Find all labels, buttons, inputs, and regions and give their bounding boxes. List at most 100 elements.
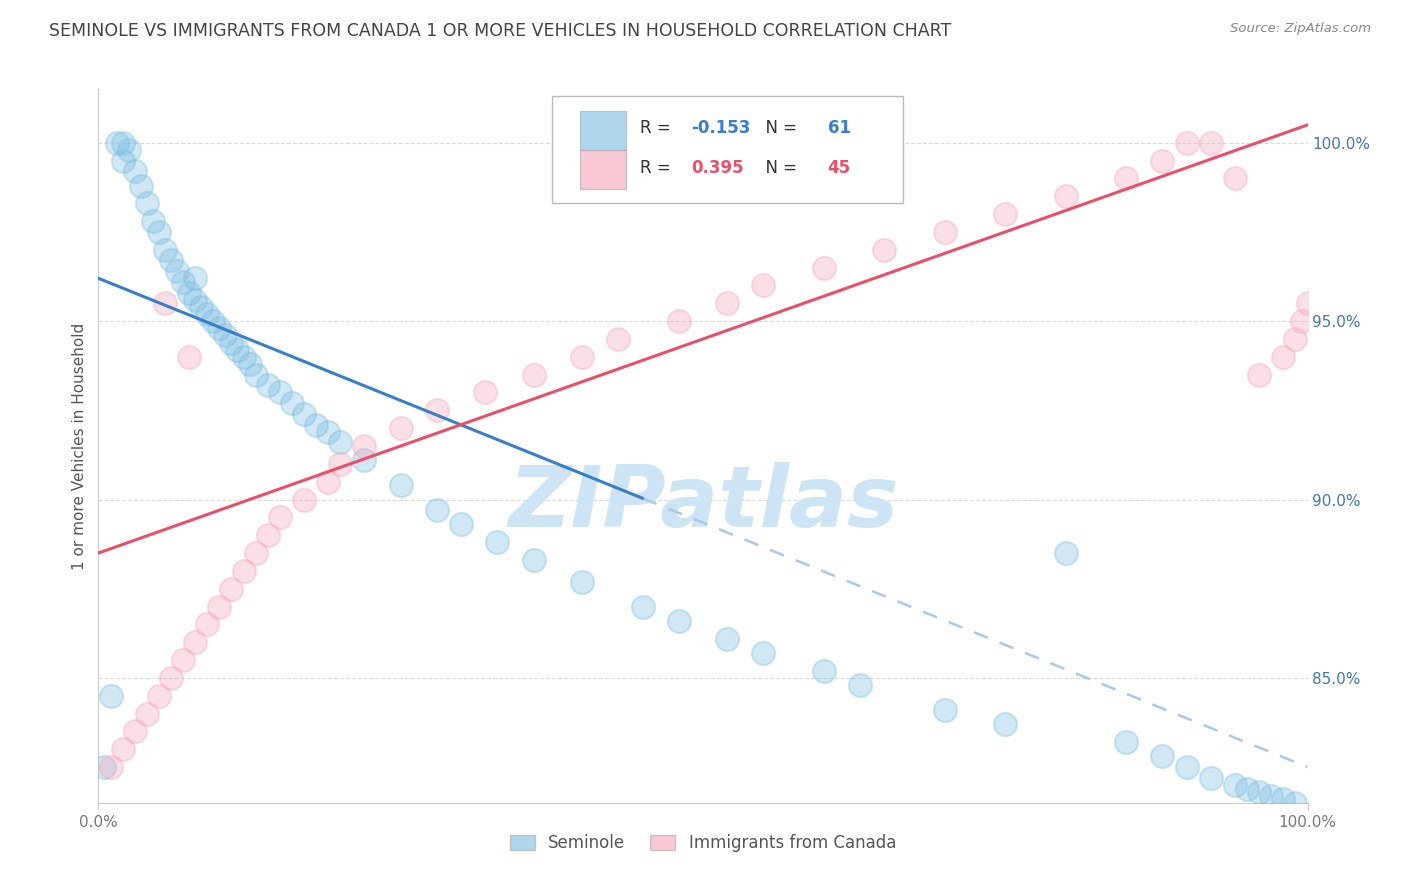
Point	[1260, 789, 1282, 803]
Text: 0.395: 0.395	[690, 159, 744, 177]
Point	[142, 214, 165, 228]
Point	[153, 296, 176, 310]
Point	[111, 742, 134, 756]
Point	[1152, 749, 1174, 764]
Legend: Seminole, Immigrants from Canada: Seminole, Immigrants from Canada	[503, 828, 903, 859]
Point	[353, 453, 375, 467]
Point	[105, 136, 128, 150]
Point	[474, 385, 496, 400]
Point	[232, 564, 254, 578]
Point	[1054, 546, 1077, 560]
Point	[389, 421, 412, 435]
Point	[1249, 785, 1271, 799]
Point	[486, 535, 509, 549]
Point	[179, 285, 201, 300]
Point	[269, 385, 291, 400]
Point	[813, 664, 835, 678]
Point	[148, 689, 170, 703]
Point	[172, 653, 194, 667]
Point	[426, 503, 449, 517]
Point	[195, 307, 218, 321]
Point	[329, 457, 352, 471]
Point	[256, 378, 278, 392]
Point	[269, 510, 291, 524]
Y-axis label: 1 or more Vehicles in Household: 1 or more Vehicles in Household	[72, 322, 87, 570]
Point	[1223, 171, 1246, 186]
Text: R =: R =	[640, 159, 676, 177]
Point	[329, 435, 352, 450]
Point	[1115, 171, 1137, 186]
Point	[226, 343, 249, 357]
Point	[256, 528, 278, 542]
Point	[153, 243, 176, 257]
Point	[160, 253, 183, 268]
Text: -0.153: -0.153	[690, 120, 751, 137]
Point	[1175, 760, 1198, 774]
Point	[202, 314, 225, 328]
Point	[934, 703, 956, 717]
Point	[1272, 792, 1295, 806]
Point	[166, 264, 188, 278]
Point	[389, 478, 412, 492]
Point	[221, 582, 243, 596]
Point	[124, 164, 146, 178]
Point	[752, 278, 775, 293]
Text: 45: 45	[828, 159, 851, 177]
Point	[316, 475, 339, 489]
Point	[873, 243, 896, 257]
Point	[129, 178, 152, 193]
Point	[221, 335, 243, 350]
Point	[353, 439, 375, 453]
Point	[716, 632, 738, 646]
Point	[426, 403, 449, 417]
Point	[245, 546, 267, 560]
Point	[450, 517, 472, 532]
Text: R =: R =	[640, 120, 676, 137]
Text: N =: N =	[755, 120, 803, 137]
Point	[111, 136, 134, 150]
Point	[184, 293, 207, 307]
Point	[281, 396, 304, 410]
Point	[1199, 771, 1222, 785]
Point	[1284, 332, 1306, 346]
Point	[305, 417, 328, 432]
Text: 61: 61	[828, 120, 851, 137]
Point	[195, 617, 218, 632]
Point	[316, 425, 339, 439]
Point	[292, 492, 315, 507]
Point	[118, 143, 141, 157]
Point	[1223, 778, 1246, 792]
Point	[1249, 368, 1271, 382]
Point	[232, 350, 254, 364]
Point	[214, 328, 236, 343]
Point	[1115, 735, 1137, 749]
Point	[1152, 153, 1174, 168]
Point	[208, 321, 231, 335]
Text: SEMINOLE VS IMMIGRANTS FROM CANADA 1 OR MORE VEHICLES IN HOUSEHOLD CORRELATION C: SEMINOLE VS IMMIGRANTS FROM CANADA 1 OR …	[49, 22, 952, 40]
Point	[849, 678, 872, 692]
Point	[607, 332, 630, 346]
Point	[160, 671, 183, 685]
Point	[208, 599, 231, 614]
Point	[1175, 136, 1198, 150]
Point	[523, 368, 546, 382]
Point	[135, 196, 157, 211]
Point	[190, 300, 212, 314]
Point	[111, 153, 134, 168]
Point	[631, 599, 654, 614]
FancyBboxPatch shape	[579, 150, 626, 189]
FancyBboxPatch shape	[551, 96, 903, 203]
Point	[179, 350, 201, 364]
Point	[813, 260, 835, 275]
Point	[668, 314, 690, 328]
Point	[668, 614, 690, 628]
Point	[239, 357, 262, 371]
Point	[172, 275, 194, 289]
Point	[93, 760, 115, 774]
Point	[523, 553, 546, 567]
Point	[148, 225, 170, 239]
Point	[135, 706, 157, 721]
Point	[1296, 296, 1319, 310]
Point	[1236, 781, 1258, 796]
Text: N =: N =	[755, 159, 803, 177]
